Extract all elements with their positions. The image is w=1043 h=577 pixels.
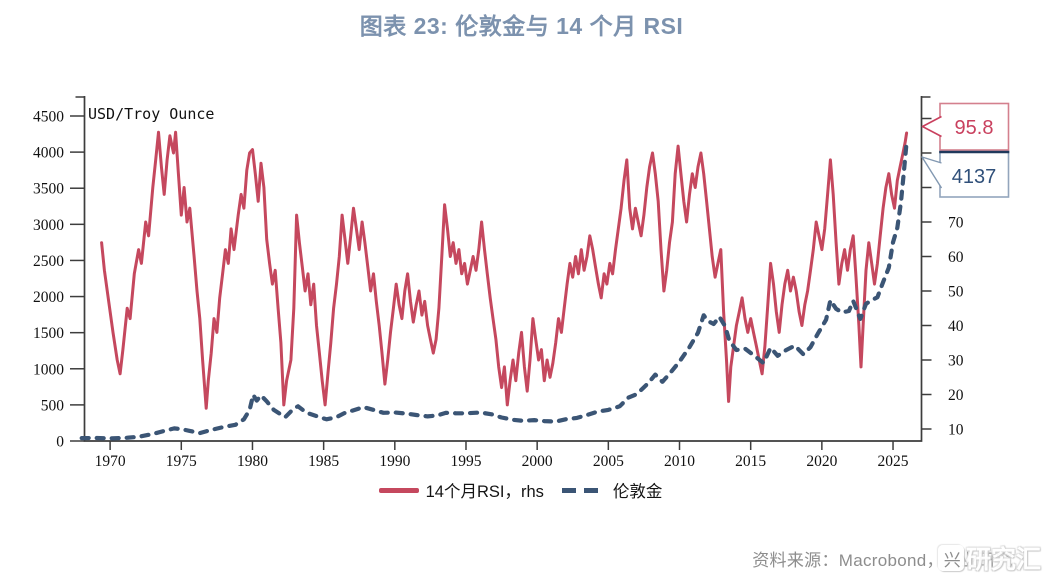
- left-axis-tick-label: 0: [56, 434, 64, 451]
- x-axis-tick-label: 2020: [806, 453, 837, 470]
- watermark-logo: 研究汇: [937, 540, 1041, 576]
- gold-value-callout: 4137: [921, 150, 1010, 198]
- rsi-line: [100, 130, 909, 410]
- right-axis-tick-label: 60: [948, 249, 964, 266]
- watermark-box-icon: [937, 545, 964, 571]
- gold-latest-value: 4137: [952, 166, 997, 188]
- x-axis-tick-label: 1985: [308, 453, 339, 470]
- x-axis-tick-label: 1990: [379, 453, 410, 470]
- rsi-latest-value: 95.8: [955, 117, 994, 139]
- right-axis-tick-label: 40: [948, 318, 964, 335]
- watermark-text: 研究汇: [965, 546, 1041, 574]
- legend-gold-dash-swatch: [561, 487, 606, 493]
- x-axis-tick-label: 1995: [450, 453, 481, 470]
- gold-line: [79, 140, 909, 441]
- x-axis-tick-label: 2025: [878, 453, 909, 470]
- right-axis-tick-label: 20: [948, 387, 964, 404]
- left-axis-tick-label: 3000: [33, 217, 64, 234]
- x-axis-tick-label: 2010: [664, 453, 695, 470]
- source-note: 资料来源：Macrobond，兴业研究: [752, 551, 1013, 570]
- left-axis-tick-label: 1000: [33, 361, 64, 378]
- legend-rsi-label: 14个月RSI，rhs: [425, 483, 544, 501]
- x-axis-tick-label: 2000: [522, 453, 553, 470]
- left-axis-unit-label: USD/Troy Ounce: [88, 105, 214, 123]
- x-axis-tick-label: 1980: [237, 453, 268, 470]
- right-axis-tick-label: 30: [948, 353, 964, 370]
- axis-frame: [83, 96, 923, 442]
- rsi-value-callout: 95.8: [921, 102, 1010, 151]
- chart-title: 图表 23: 伦敦金与 14 个月 RSI: [359, 13, 684, 39]
- right-axis-tick-label: 50: [948, 284, 964, 301]
- series-lines: [79, 130, 909, 441]
- x-axis-tick-label: 2005: [593, 453, 624, 470]
- left-axis-tick-label: 3500: [33, 181, 64, 198]
- left-axis-tick-label: 4000: [33, 145, 64, 162]
- x-axis-tick-label: 1970: [95, 453, 126, 470]
- right-axis-tick-label: 10: [948, 422, 964, 439]
- x-axis-tick-label: 1975: [166, 453, 197, 470]
- left-axis-tick-label: 2000: [33, 289, 64, 306]
- x-axis-tick-label: 2015: [735, 453, 766, 470]
- legend-gold-label: 伦敦金: [612, 483, 663, 501]
- left-axis-tick-label: 4500: [33, 109, 64, 126]
- left-axis-tick-label: 500: [41, 397, 65, 414]
- left-axis-tick-label: 2500: [33, 253, 64, 270]
- legend-rsi-line-swatch: [378, 487, 419, 493]
- axes: 0 500 1000 1500 2000 2500 3000 3500 4000 4500 10 20…: [33, 96, 964, 470]
- legend: 14个月RSI，rhs 伦敦金: [0, 478, 1043, 502]
- left-axis-tick-label: 1500: [33, 325, 64, 342]
- right-axis-tick-label: 70: [948, 215, 964, 232]
